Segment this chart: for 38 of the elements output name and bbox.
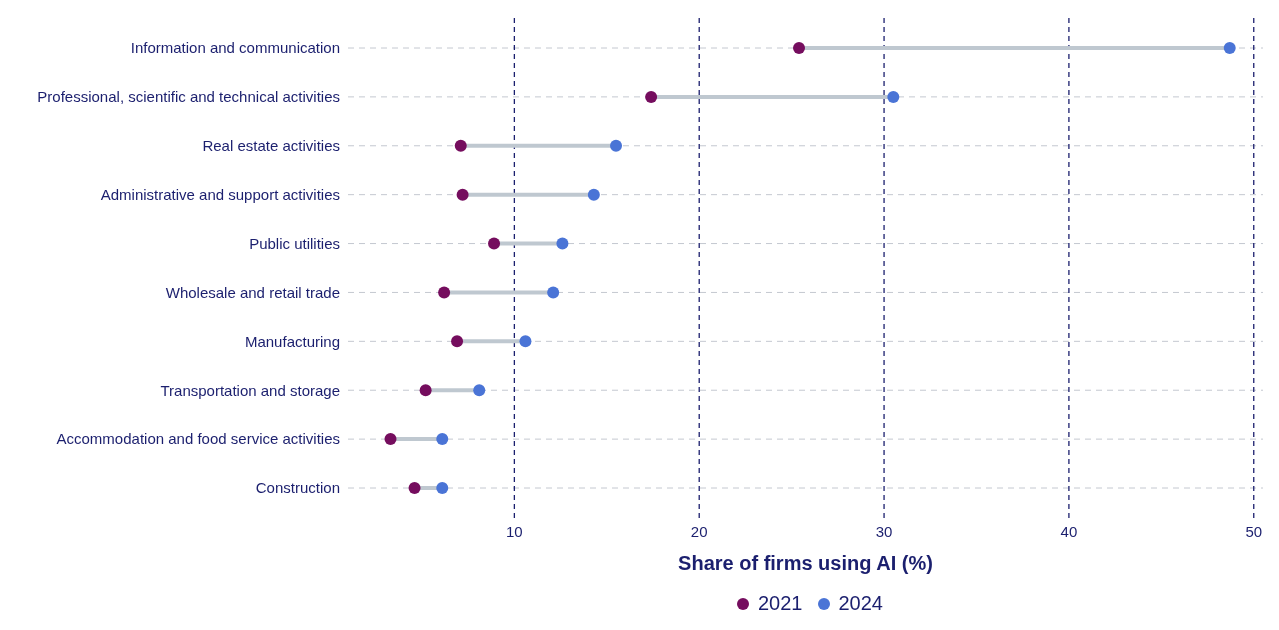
point [454, 139, 467, 152]
point [438, 286, 451, 299]
point [408, 482, 421, 494]
x-tick-label: 50 [1245, 522, 1263, 540]
point [556, 237, 569, 250]
x-tick-label: 10 [506, 522, 523, 540]
point [1223, 42, 1236, 54]
point [587, 188, 600, 201]
x-axis-title: Share of firms using AI (%) [678, 552, 933, 574]
point [419, 384, 432, 397]
point [519, 335, 532, 348]
point [793, 42, 806, 54]
y-tick-label: Real estate activities [202, 137, 340, 155]
y-tick-label: Construction [255, 479, 340, 497]
y-tick-label: Wholesale and retail trade [165, 283, 340, 301]
point [436, 482, 449, 494]
legend-label: 2021 [758, 592, 803, 615]
y-tick-label: Transportation and storage [160, 381, 340, 399]
point [488, 237, 501, 250]
point [436, 433, 449, 446]
x-tick-label: 20 [690, 522, 708, 540]
y-tick-label: Public utilities [249, 234, 340, 252]
y-tick-label: Information and communication [130, 39, 340, 57]
point [451, 335, 464, 348]
x-tick-label: 30 [875, 522, 893, 540]
legend-label: 2024 [838, 592, 883, 615]
point [384, 433, 397, 446]
point [456, 188, 469, 201]
x-tick-label: 40 [1060, 522, 1078, 540]
point [473, 384, 486, 397]
y-tick-label: Accommodation and food service activities [56, 430, 340, 448]
point [610, 139, 623, 152]
y-tick-label: Manufacturing [244, 332, 340, 350]
point [645, 90, 658, 103]
point [887, 90, 900, 103]
y-tick-label: Professional, scientific and technical activities [37, 88, 340, 106]
point [547, 286, 560, 299]
y-tick-label: Administrative and support activities [100, 185, 340, 203]
